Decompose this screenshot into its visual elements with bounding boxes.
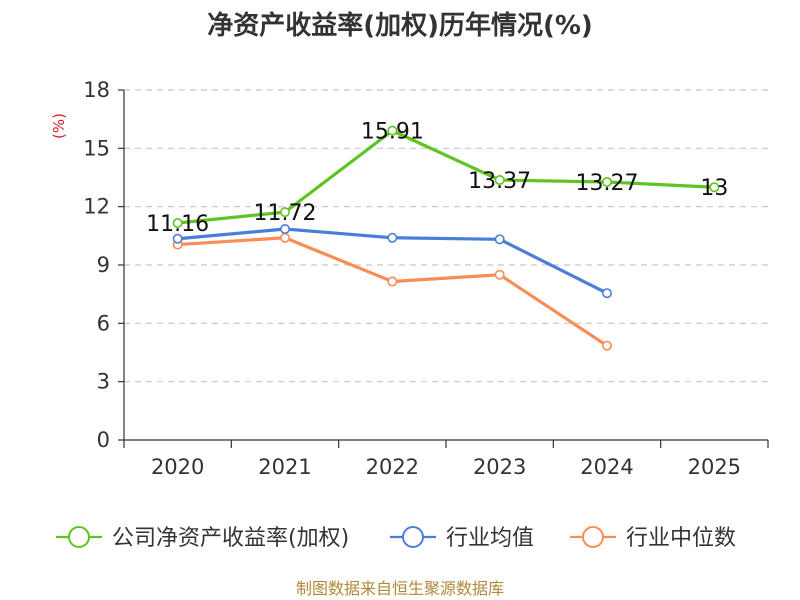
data-label: 11.72 — [254, 201, 317, 226]
y-tick-label: 9 — [97, 253, 110, 277]
legend-marker — [402, 526, 424, 548]
y-tick-label: 18 — [83, 78, 110, 102]
axes: 0 3 6 9 12 15 18 2020 2021 2022 2023 2024 2025 — [83, 78, 769, 479]
data-point — [494, 234, 505, 245]
y-tick-label: 0 — [97, 428, 110, 452]
data-label: 15.91 — [361, 120, 424, 145]
data-point — [279, 207, 290, 218]
data-point — [601, 288, 612, 299]
legend-marker — [582, 526, 604, 548]
series-line — [177, 129, 715, 225]
data-label: 11.16 — [146, 212, 209, 237]
y-tick-label: 15 — [83, 136, 110, 160]
series-group — [172, 125, 720, 351]
data-point — [172, 233, 183, 244]
x-tick-label: 2025 — [688, 455, 741, 479]
data-point — [601, 340, 612, 351]
x-tick-label: 2023 — [473, 455, 526, 479]
y-tick-label: 6 — [97, 311, 110, 335]
y-tick-label: 3 — [97, 370, 110, 394]
data-point — [709, 182, 720, 193]
data-point — [494, 175, 505, 186]
data-point — [387, 276, 398, 287]
data-point — [279, 224, 290, 235]
gridlines — [124, 89, 768, 383]
series-line — [177, 236, 608, 348]
data-label: 13.37 — [468, 169, 531, 194]
data-point — [387, 125, 398, 136]
legend-label: 公司净资产收益率(加权) — [112, 526, 349, 551]
data-point — [494, 269, 505, 280]
x-tick-label: 2020 — [151, 455, 204, 479]
x-tick-label: 2024 — [580, 455, 633, 479]
data-point — [279, 232, 290, 243]
source-note: 制图数据来自恒生聚源数据库 — [296, 579, 504, 598]
y-axis-unit: (%) — [50, 113, 68, 139]
data-point — [172, 218, 183, 229]
legend: 公司净资产收益率(加权) 行业均值 行业中位数 — [56, 526, 736, 551]
legend-marker — [68, 526, 90, 548]
legend-label: 行业均值 — [446, 526, 534, 551]
data-labels: 11.16 11.72 15.91 13.37 13.27 13 — [146, 120, 728, 237]
legend-label: 行业中位数 — [626, 526, 736, 551]
x-tick-label: 2021 — [258, 455, 311, 479]
data-point — [387, 232, 398, 243]
data-label: 13 — [700, 176, 728, 201]
data-point — [601, 176, 612, 187]
x-tick-label: 2022 — [366, 455, 419, 479]
data-label: 13.27 — [576, 171, 639, 196]
chart-title: 净资产收益率(加权)历年情况(%) — [207, 10, 593, 41]
y-tick-label: 12 — [83, 195, 110, 219]
